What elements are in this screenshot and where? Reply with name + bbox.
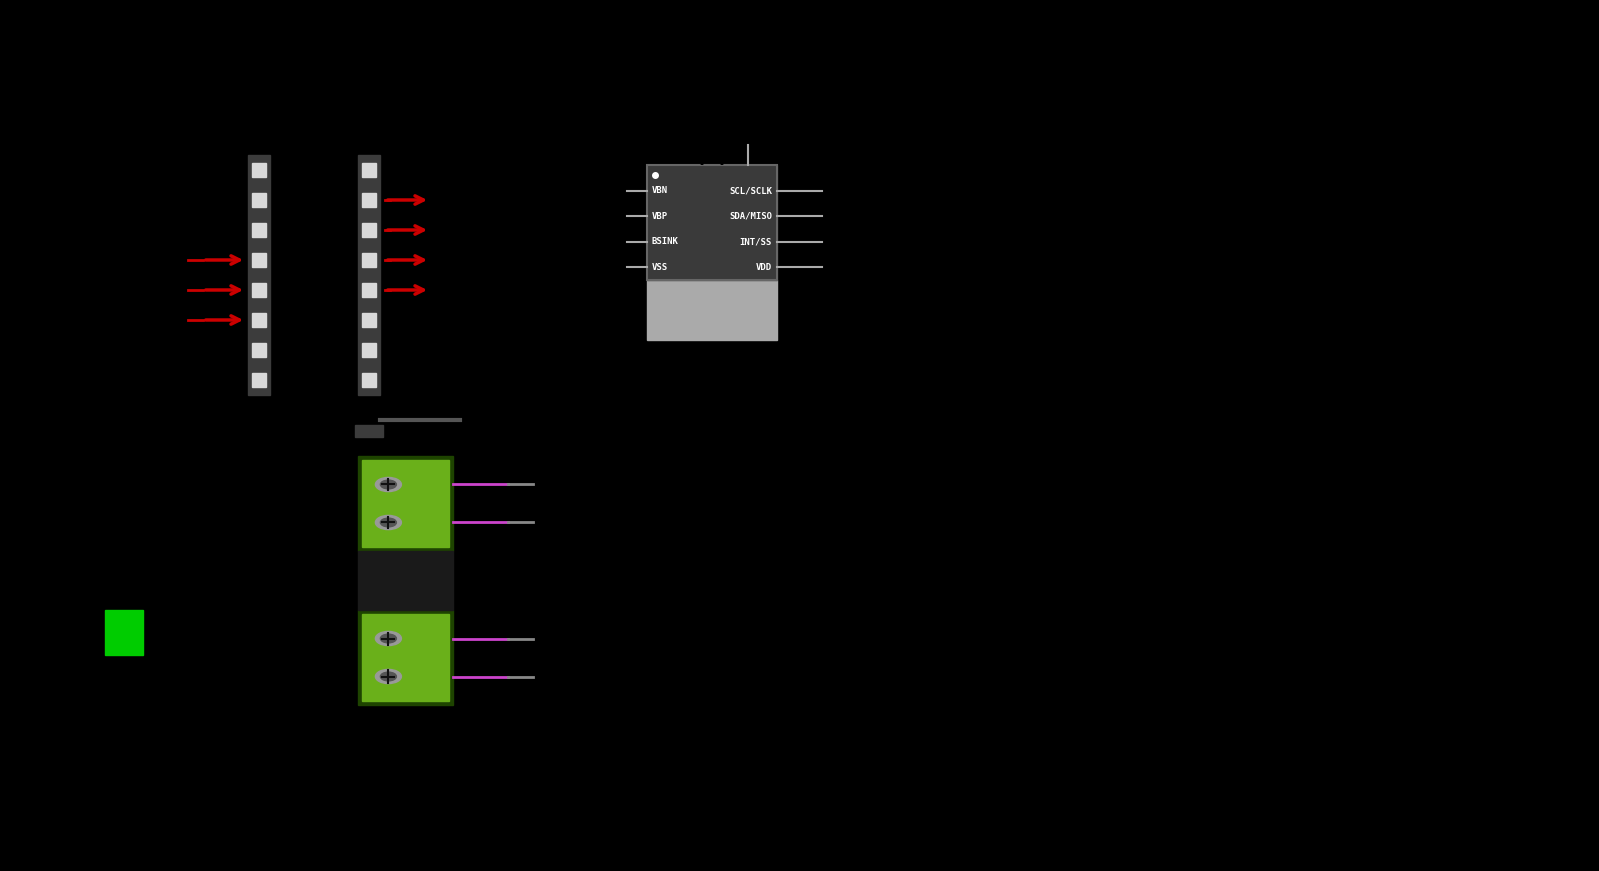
- Bar: [363, 223, 376, 237]
- Bar: [253, 163, 265, 177]
- Bar: [648, 165, 777, 280]
- Bar: [363, 193, 376, 206]
- Text: SDA/MISO: SDA/MISO: [729, 212, 772, 220]
- Circle shape: [376, 516, 401, 530]
- Bar: [253, 314, 265, 327]
- Circle shape: [381, 634, 397, 643]
- Text: VSS: VSS: [652, 263, 668, 272]
- Bar: [363, 343, 376, 357]
- Bar: [363, 374, 376, 387]
- Bar: [253, 193, 265, 206]
- Bar: [358, 155, 381, 395]
- Text: VDD: VDD: [756, 263, 772, 272]
- Bar: [253, 374, 265, 387]
- Text: BSINK: BSINK: [652, 237, 680, 246]
- Text: SCL/SCLK: SCL/SCLK: [729, 186, 772, 195]
- Bar: [358, 610, 453, 705]
- Bar: [363, 314, 376, 327]
- Bar: [253, 223, 265, 237]
- Bar: [253, 283, 265, 297]
- Bar: [358, 551, 453, 610]
- Circle shape: [381, 518, 397, 527]
- Bar: [361, 460, 449, 547]
- Bar: [363, 253, 376, 267]
- Bar: [358, 456, 453, 551]
- Text: VBP: VBP: [652, 212, 668, 220]
- Bar: [648, 280, 777, 340]
- Bar: [248, 155, 270, 395]
- Bar: [253, 253, 265, 267]
- Circle shape: [381, 672, 397, 681]
- Bar: [361, 614, 449, 701]
- Bar: [363, 283, 376, 297]
- Circle shape: [381, 480, 397, 489]
- Bar: [363, 163, 376, 177]
- Bar: [648, 165, 777, 280]
- Bar: [253, 343, 265, 357]
- Text: VBN: VBN: [652, 186, 668, 195]
- Circle shape: [376, 477, 401, 491]
- Text: INT/SS: INT/SS: [740, 237, 772, 246]
- Circle shape: [376, 631, 401, 645]
- Circle shape: [376, 670, 401, 684]
- Bar: [355, 425, 384, 437]
- Bar: [106, 610, 142, 655]
